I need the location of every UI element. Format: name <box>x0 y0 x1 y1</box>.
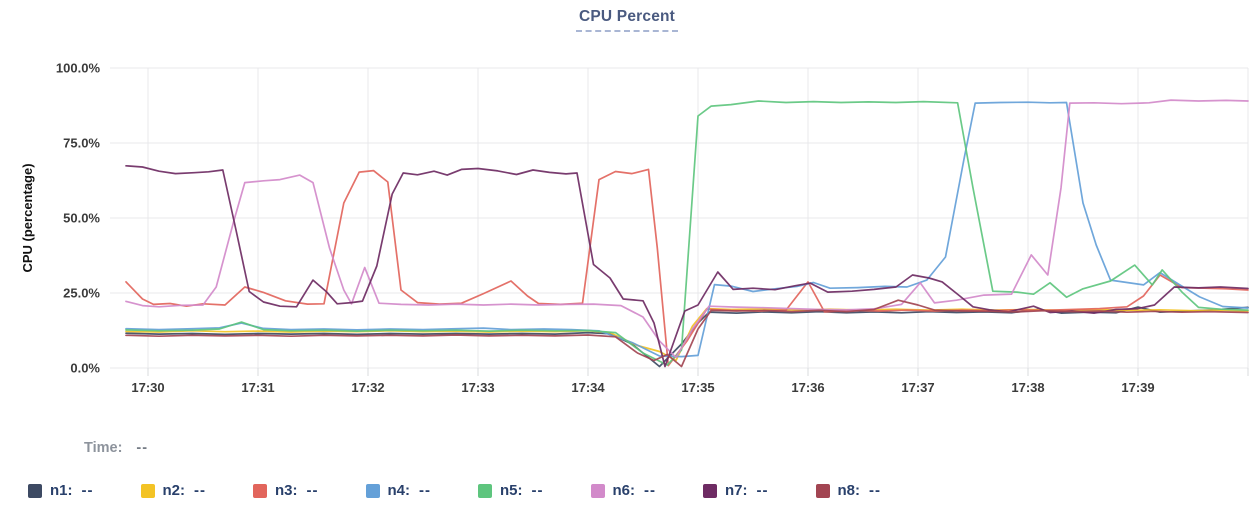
y-tick-label: 75.0% <box>63 136 100 151</box>
legend-label: n1: <box>50 482 73 499</box>
legend-label: n6: <box>612 482 636 499</box>
axis-tick-marks <box>147 368 1249 376</box>
legend-swatch-n4 <box>365 483 380 498</box>
y-tick-label: 100.0% <box>56 61 101 76</box>
legend-swatch-n8 <box>815 483 830 498</box>
time-value: -- <box>136 440 149 456</box>
legend-value: -- <box>306 482 319 499</box>
legend-label: n2: <box>162 482 186 499</box>
cpu-percent-line-chart: 0.0% 25.0% 50.0% 75.0% 100.0% 17:30 17:31 17:32… <box>20 61 1249 395</box>
chart-title[interactable]: CPU Percent <box>575 8 679 32</box>
legend-swatch-n5 <box>478 483 492 498</box>
gridlines <box>110 67 1249 369</box>
legend-value: -- <box>81 482 94 499</box>
x-tick-label: 17:32 <box>351 380 384 395</box>
legend-item-n6[interactable]: n6: -- <box>590 482 657 499</box>
legend-label: n5: <box>500 482 523 499</box>
legend-value: -- <box>194 482 206 499</box>
series-lines <box>125 99 1249 368</box>
x-tick-label: 17:34 <box>571 380 605 395</box>
legend-swatch-n2 <box>140 483 155 498</box>
x-tick-label: 17:37 <box>901 380 934 395</box>
legend-label: n7: <box>725 482 748 499</box>
x-tick-label: 17:30 <box>131 380 164 395</box>
x-tick-label: 17:38 <box>1011 380 1044 395</box>
legend-item-n7[interactable]: n7: -- <box>703 482 769 499</box>
y-tick-label: 25.0% <box>63 286 100 301</box>
legend-value: -- <box>869 482 881 499</box>
chart-title-row: CPU Percent <box>0 8 1254 32</box>
legend-swatch-n6 <box>590 483 605 498</box>
legend-item-n4[interactable]: n4: -- <box>365 482 432 499</box>
y-axis-title: CPU (percentage) <box>20 163 35 272</box>
legend-item-n8[interactable]: n8: -- <box>815 482 882 499</box>
y-tick-label: 50.0% <box>63 211 100 226</box>
legend-value: -- <box>644 482 656 499</box>
legend-swatch-n1 <box>28 483 42 498</box>
legend-item-n1[interactable]: n1: -- <box>28 482 94 499</box>
legend-value: -- <box>531 482 544 499</box>
time-readout-row: Time: -- <box>84 440 148 456</box>
legend-label: n4: <box>387 482 411 499</box>
legend-label: n8: <box>837 482 861 499</box>
legend-value: -- <box>419 482 431 499</box>
legend-item-n3[interactable]: n3: -- <box>253 482 319 499</box>
series-line-n4 <box>125 101 1249 358</box>
x-tick-label: 17:31 <box>241 380 274 395</box>
legend-label: n3: <box>275 482 298 499</box>
x-tick-label: 17:36 <box>791 380 824 395</box>
y-axis-tick-labels: 0.0% 25.0% 50.0% 75.0% 100.0% <box>56 61 101 376</box>
x-axis-tick-labels: 17:30 17:31 17:32 17:33 17:34 17:35 17:36 17:37… <box>131 380 1154 395</box>
series-legend: n1: -- n2: -- n3: -- n4: -- n5: -- n6: -- n7: -- n8: -- <box>28 482 881 499</box>
time-label: Time: <box>84 440 123 456</box>
y-tick-label: 0.0% <box>70 361 100 376</box>
x-tick-label: 17:35 <box>681 380 714 395</box>
legend-swatch-n7 <box>703 483 717 498</box>
legend-item-n5[interactable]: n5: -- <box>478 482 544 499</box>
legend-item-n2[interactable]: n2: -- <box>140 482 207 499</box>
x-tick-label: 17:39 <box>1121 380 1154 395</box>
series-line-n5 <box>125 100 1249 366</box>
legend-value: -- <box>756 482 769 499</box>
x-tick-label: 17:33 <box>461 380 494 395</box>
legend-swatch-n3 <box>253 483 267 498</box>
series-line-n6 <box>125 99 1249 359</box>
series-line-n8 <box>125 299 1249 368</box>
